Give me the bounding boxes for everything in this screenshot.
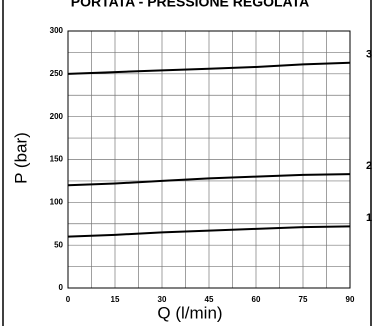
series-line (67, 61, 351, 75)
y-tick-label: 200 (50, 112, 64, 121)
y-tick-label: 0 (59, 283, 64, 292)
y-tick-label: 100 (50, 197, 64, 206)
x-axis-label: Q (l/min) (157, 303, 222, 322)
y-axis-label: P (bar) (11, 132, 30, 184)
y-tick-label: 50 (54, 240, 63, 249)
x-tick-label: 0 (66, 295, 71, 304)
x-tick-label: 15 (111, 295, 120, 304)
x-tick-label: 75 (299, 295, 308, 304)
y-tick-label: 300 (50, 26, 64, 35)
y-tick-label: 150 (50, 155, 64, 164)
series-line (67, 225, 351, 238)
x-tick-label: 30 (158, 295, 167, 304)
series-label: 3 (366, 49, 372, 61)
plot-border (67, 30, 351, 289)
x-tick-label: 90 (346, 295, 355, 304)
series-label: 1 (366, 212, 372, 224)
chart-title: PORTATA - PRESSIONE REGOLATA (71, 0, 310, 10)
x-tick-label: 60 (252, 295, 261, 304)
x-tick-label: 45 (205, 295, 214, 304)
series-label: 2 (366, 160, 372, 172)
y-tick-label: 250 (50, 69, 64, 78)
series-line (67, 173, 351, 187)
